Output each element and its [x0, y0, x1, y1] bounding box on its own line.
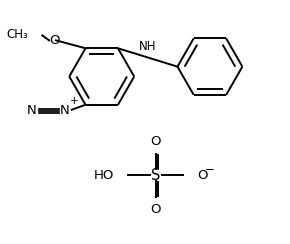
- Text: S: S: [151, 168, 161, 183]
- Text: +: +: [70, 96, 78, 106]
- Text: −: −: [205, 163, 215, 176]
- Text: O: O: [49, 34, 59, 47]
- Text: N: N: [27, 104, 36, 117]
- Text: CH₃: CH₃: [7, 28, 28, 41]
- Text: NH: NH: [139, 40, 157, 52]
- Text: N: N: [60, 104, 70, 117]
- Text: O: O: [151, 203, 161, 216]
- Text: HO: HO: [94, 169, 115, 182]
- Text: O: O: [197, 169, 208, 182]
- Text: O: O: [151, 135, 161, 148]
